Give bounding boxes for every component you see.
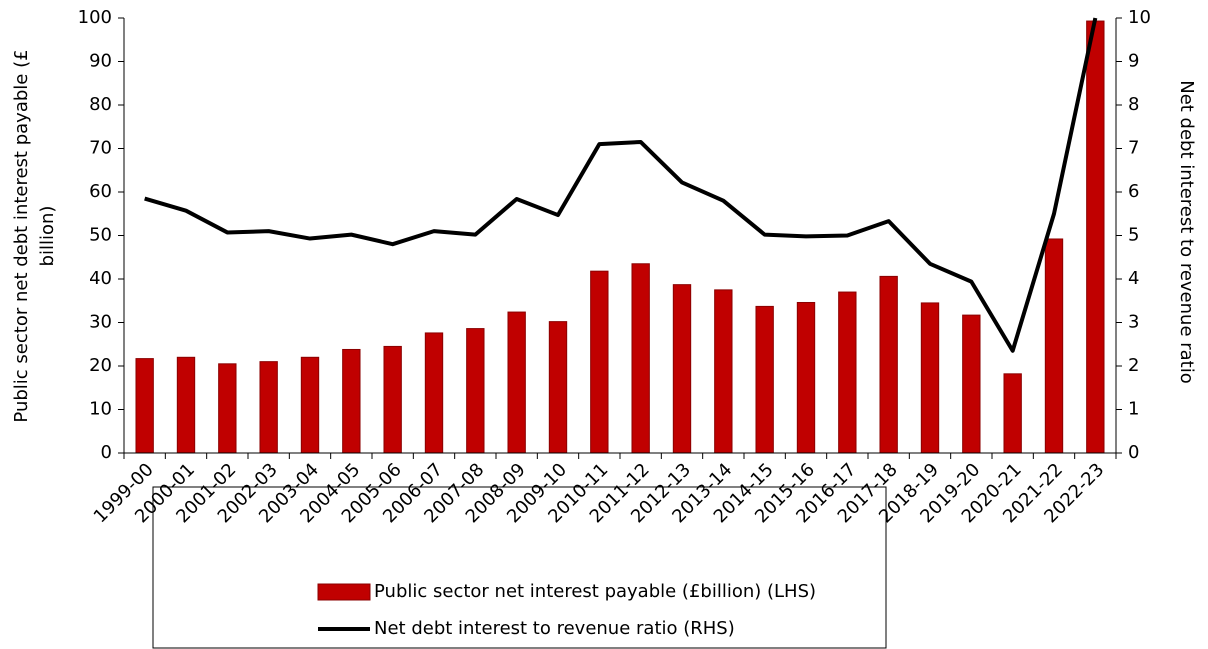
y-tick-label: 30	[89, 312, 112, 333]
y2-tick-label: 10	[1128, 7, 1151, 28]
bar	[1044, 238, 1064, 454]
y-tick-label: 50	[89, 225, 112, 246]
bar	[548, 321, 568, 454]
y2-tick-label: 1	[1128, 399, 1139, 420]
y-tick-label: 40	[89, 268, 112, 289]
y2-tick-label: 2	[1128, 355, 1139, 376]
bar	[135, 358, 154, 454]
legend-swatch	[317, 583, 371, 601]
y-tick-label: 0	[101, 442, 112, 463]
y-tick-label: 10	[89, 399, 112, 420]
bar	[920, 302, 940, 454]
y-axis-label: Public sector net debt interest payable …	[11, 49, 32, 422]
y2-tick-label: 6	[1128, 181, 1139, 202]
y-tick-label: 80	[89, 94, 112, 115]
legend-label: Net debt interest to revenue ratio (RHS)	[374, 618, 735, 639]
y-tick-label: 70	[89, 138, 112, 159]
y-axis-label: billion)	[37, 206, 58, 267]
y2-tick-label: 8	[1128, 94, 1139, 115]
y-tick-label: 60	[89, 181, 112, 202]
y2-tick-label: 7	[1128, 138, 1139, 159]
bar	[218, 363, 237, 454]
y2-tick-label: 0	[1128, 442, 1139, 463]
y2-tick-label: 9	[1128, 51, 1139, 72]
bar	[879, 275, 898, 454]
bar	[631, 263, 650, 454]
bar	[383, 345, 402, 454]
y2-axis-label: Net debt interest to revenue ratio	[1176, 80, 1197, 384]
bar	[796, 301, 816, 454]
bar	[300, 356, 320, 454]
bar	[342, 348, 361, 454]
bar	[1086, 20, 1105, 454]
y2-tick-label: 5	[1128, 225, 1139, 246]
bar	[507, 311, 526, 454]
bar	[1003, 373, 1022, 454]
y2-tick-label: 3	[1128, 312, 1139, 333]
y2-tick-label: 4	[1128, 268, 1139, 289]
bar	[672, 284, 692, 454]
bar	[962, 314, 981, 454]
bar	[590, 270, 609, 454]
y-tick-label: 90	[89, 51, 112, 72]
y-tick-label: 20	[89, 355, 112, 376]
bar	[259, 361, 278, 454]
bar	[755, 305, 774, 454]
bar	[424, 332, 444, 454]
bar	[838, 291, 857, 454]
bar	[714, 289, 733, 454]
line-series	[144, 17, 1098, 353]
legend-box	[152, 486, 887, 649]
legend-label: Public sector net interest payable (£bil…	[374, 581, 816, 602]
bar	[176, 356, 196, 454]
bar	[466, 328, 485, 454]
y-tick-label: 100	[78, 7, 112, 28]
